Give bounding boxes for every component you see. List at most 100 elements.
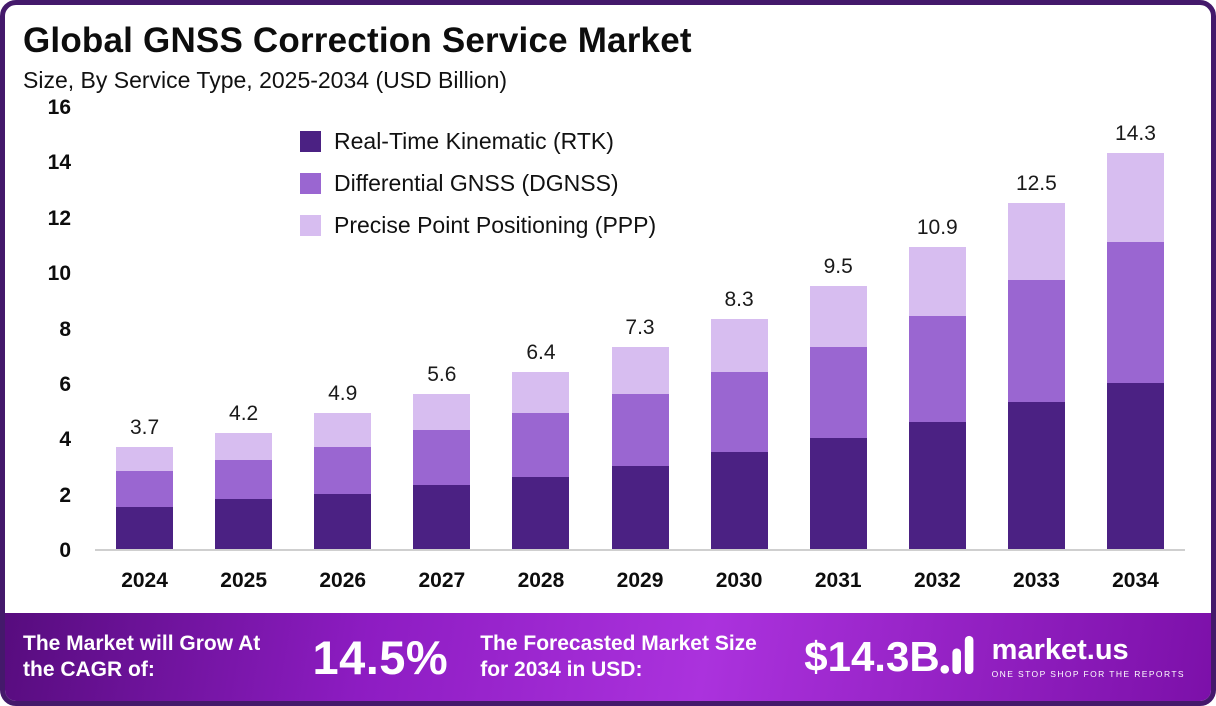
bar-total-label: 12.5 bbox=[1015, 171, 1057, 195]
y-tick-label: 10 bbox=[47, 262, 71, 286]
x-axis-label: 2027 bbox=[418, 569, 466, 592]
bar-group: 4.9 bbox=[293, 382, 392, 549]
legend-label: Differential GNSS (DGNSS) bbox=[334, 170, 619, 196]
x-axis-label: 2024 bbox=[121, 569, 168, 592]
bar-segment bbox=[413, 429, 471, 486]
brand-logo: market.us ONE STOP SHOP FOR THE REPORTS bbox=[940, 635, 1185, 680]
bar-group: 6.4 bbox=[491, 341, 590, 549]
bar-group: 10.9 bbox=[888, 216, 987, 549]
legend-item: Real-Time Kinematic (RTK) bbox=[300, 128, 656, 155]
y-tick-label: 12 bbox=[47, 206, 71, 230]
legend: Real-Time Kinematic (RTK) Differential GN… bbox=[300, 128, 656, 239]
legend-label: Real-Time Kinematic (RTK) bbox=[334, 128, 614, 154]
bar-segment bbox=[1106, 382, 1164, 549]
bar-segment bbox=[215, 432, 273, 461]
x-axis-label: 2030 bbox=[715, 569, 763, 592]
bar-segment bbox=[512, 477, 570, 549]
bar-stack bbox=[710, 319, 768, 549]
bar-segment bbox=[116, 507, 174, 549]
bar-segment bbox=[314, 446, 372, 494]
bar-segment bbox=[215, 499, 273, 549]
bar-segment bbox=[512, 413, 570, 478]
y-tick-label: 14 bbox=[47, 151, 71, 175]
bar-segment bbox=[710, 319, 768, 372]
bar-segment bbox=[809, 438, 867, 549]
bar-total-label: 3.7 bbox=[129, 415, 160, 439]
bar-segment bbox=[413, 393, 471, 430]
footer-banner: The Market will Grow At the CAGR of: 14.… bbox=[5, 613, 1211, 701]
bar-stack bbox=[314, 413, 372, 549]
chart-area: 0 2 4 6 8 10 12 14 16 3.7 4.2 4.9 5.6 6.4 7.3 8.3 9.5 10… bbox=[5, 96, 1211, 593]
bar-segment bbox=[611, 393, 669, 466]
bar-segment bbox=[413, 485, 471, 549]
x-axis-label: 2026 bbox=[319, 569, 367, 592]
bar-total-label: 14.3 bbox=[1115, 122, 1156, 146]
header: Global GNSS Correction Service Market Si… bbox=[5, 5, 1211, 94]
bar-segment bbox=[710, 371, 768, 453]
bar-segment bbox=[908, 421, 966, 549]
bar-segment bbox=[611, 465, 669, 549]
x-axis-label: 2033 bbox=[1013, 569, 1060, 592]
bar-segment bbox=[116, 471, 174, 508]
x-axis-label: 2028 bbox=[517, 569, 565, 592]
bar-stack bbox=[215, 432, 273, 549]
bar-total-label: 4.9 bbox=[328, 382, 358, 406]
market-us-logo-icon bbox=[940, 635, 982, 680]
bar-group: 14.3 bbox=[1086, 122, 1185, 549]
bar-total-label: 10.9 bbox=[916, 216, 958, 240]
bar-segment bbox=[1106, 241, 1164, 383]
page-title: Global GNSS Correction Service Market bbox=[23, 21, 692, 60]
y-tick-label: 0 bbox=[59, 539, 71, 562]
legend-label: Precise Point Positioning (PPP) bbox=[334, 212, 657, 238]
bar-group: 3.7 bbox=[95, 416, 194, 549]
y-tick-label: 2 bbox=[59, 483, 71, 507]
brand-tagline: ONE STOP SHOP FOR THE REPORTS bbox=[991, 668, 1185, 679]
legend-swatch-icon bbox=[300, 131, 321, 152]
legend-item: Differential GNSS (DGNSS) bbox=[300, 170, 656, 197]
legend-item: Precise Point Positioning (PPP) bbox=[300, 212, 656, 239]
bar-total-label: 6.4 bbox=[526, 340, 556, 364]
bar-total-label: 8.3 bbox=[724, 288, 754, 312]
bar-total-label: 5.6 bbox=[427, 362, 457, 386]
x-axis-label: 2032 bbox=[913, 569, 961, 592]
legend-swatch-icon bbox=[300, 173, 321, 194]
y-axis: 0 2 4 6 8 10 12 14 16 bbox=[23, 96, 79, 562]
bar-segment bbox=[215, 460, 273, 500]
plot-area: 3.7 4.2 4.9 5.6 6.4 7.3 8.3 9.5 10.9 12.5 14.3 202… bbox=[95, 108, 1185, 593]
bar-segment bbox=[116, 446, 174, 472]
forecast-value: $14.3B bbox=[804, 633, 940, 680]
y-tick-label: 16 bbox=[47, 96, 71, 119]
bar-stack bbox=[512, 371, 570, 549]
bar-group: 7.3 bbox=[590, 316, 689, 549]
bar-segment bbox=[908, 247, 966, 317]
y-tick-label: 6 bbox=[59, 372, 71, 396]
bar-segment bbox=[314, 413, 372, 447]
y-tick-label: 4 bbox=[59, 428, 71, 452]
bar-stack bbox=[1007, 202, 1065, 549]
x-axis-label: 2034 bbox=[1112, 569, 1159, 592]
bar-total-label: 7.3 bbox=[625, 315, 655, 339]
bar-group: 8.3 bbox=[690, 288, 789, 549]
bar-segment bbox=[809, 346, 867, 439]
bar-stack bbox=[908, 247, 966, 549]
legend-swatch-icon bbox=[300, 215, 321, 236]
bar-segment bbox=[1007, 202, 1065, 281]
bar-segment bbox=[809, 285, 867, 347]
bar-stack bbox=[611, 346, 669, 549]
bar-segment bbox=[1007, 280, 1065, 403]
y-tick-label: 8 bbox=[59, 317, 71, 341]
bar-group: 5.6 bbox=[392, 363, 491, 549]
forecast-label: The Forecasted Market Size for 2034 in U… bbox=[480, 631, 757, 681]
x-axis: 2024 2025 2026 2027 2028 2029 2030 2031 2032 2033… bbox=[95, 551, 1185, 593]
bar-total-label: 9.5 bbox=[823, 254, 853, 278]
bar-stack bbox=[116, 446, 174, 549]
bar-segment bbox=[710, 452, 768, 549]
brand-name: market.us bbox=[991, 633, 1129, 666]
x-axis-label: 2025 bbox=[220, 569, 267, 592]
cagr-value: 14.5% bbox=[312, 630, 449, 684]
bar-stack bbox=[1106, 153, 1164, 549]
bar-group: 9.5 bbox=[789, 255, 888, 549]
brand-text: market.us ONE STOP SHOP FOR THE REPORTS bbox=[991, 633, 1185, 679]
cagr-label: The Market will Grow At the CAGR of: bbox=[23, 631, 261, 681]
